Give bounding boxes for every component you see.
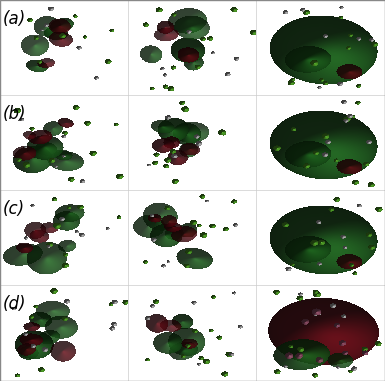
- Text: (a): (a): [3, 10, 26, 28]
- Text: (c): (c): [3, 200, 25, 218]
- Text: (d): (d): [3, 295, 27, 313]
- Text: (b): (b): [3, 105, 27, 123]
